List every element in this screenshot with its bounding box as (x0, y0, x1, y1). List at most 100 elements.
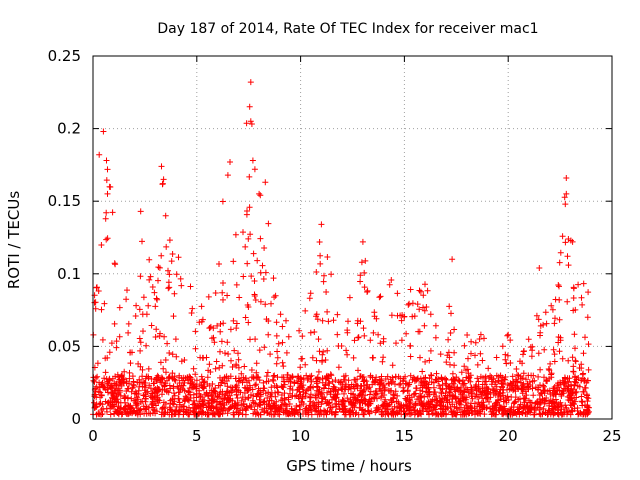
data-point (104, 190, 111, 197)
data-point (388, 397, 394, 404)
data-point (233, 325, 240, 332)
data-point (224, 292, 231, 299)
data-point (521, 404, 528, 411)
data-point (579, 399, 586, 405)
data-point (145, 365, 152, 372)
data-point (169, 251, 176, 257)
data-point (461, 363, 468, 370)
data-point (233, 320, 240, 327)
data-point (317, 252, 324, 259)
data-point (283, 403, 290, 410)
data-point (541, 346, 548, 353)
data-point (288, 406, 295, 412)
data-point (351, 337, 358, 344)
data-point (485, 375, 492, 382)
data-point (422, 358, 429, 365)
data-point (117, 392, 124, 399)
data-point (565, 378, 572, 385)
data-point (345, 318, 351, 325)
data-point (211, 339, 218, 346)
data-point (570, 363, 577, 370)
data-point (320, 348, 327, 355)
data-point (232, 375, 239, 382)
data-point (261, 344, 268, 351)
data-point (221, 402, 228, 408)
data-point (416, 287, 423, 294)
data-point (461, 342, 468, 349)
data-point (317, 391, 324, 398)
data-point (222, 392, 229, 399)
data-point (283, 407, 290, 414)
data-point (549, 306, 556, 313)
data-point (327, 388, 334, 395)
data-point (199, 396, 206, 403)
data-point (302, 307, 309, 314)
data-point (580, 350, 587, 357)
data-point (198, 373, 205, 380)
data-point (334, 311, 341, 318)
data-point (502, 356, 509, 363)
data-point (566, 375, 573, 382)
data-point (121, 368, 128, 375)
data-point (146, 256, 153, 263)
data-point (260, 399, 267, 406)
x-tick-label: 15 (395, 427, 414, 445)
data-point (344, 351, 351, 358)
data-point (427, 347, 434, 354)
data-point (137, 339, 144, 346)
data-point (244, 385, 251, 392)
data-point (132, 313, 139, 319)
data-point (381, 392, 388, 398)
data-point (578, 361, 585, 368)
data-point (485, 365, 492, 372)
data-point (361, 284, 368, 291)
data-point (209, 391, 216, 398)
data-point (200, 384, 207, 391)
data-point (448, 409, 455, 416)
data-point (344, 329, 351, 336)
data-point (508, 394, 515, 400)
data-point (489, 386, 496, 392)
data-point (273, 332, 280, 339)
data-point (481, 335, 487, 342)
data-point (189, 384, 196, 391)
data-point (463, 367, 469, 374)
data-point (286, 374, 293, 381)
data-point (425, 386, 432, 392)
data-point (560, 388, 567, 395)
data-point (281, 390, 288, 397)
data-point (570, 284, 577, 291)
data-point (250, 250, 257, 257)
data-point (486, 398, 492, 405)
data-point (222, 350, 228, 357)
data-point (504, 393, 511, 400)
data-point (394, 290, 401, 297)
data-point (198, 303, 205, 310)
data-point (271, 372, 278, 379)
data-point (246, 103, 253, 110)
data-point (271, 294, 278, 301)
data-point (291, 411, 298, 418)
data-point (433, 377, 440, 383)
data-point (422, 281, 428, 288)
data-point (348, 390, 354, 397)
data-point (324, 389, 330, 396)
data-point (140, 328, 146, 335)
data-point (247, 404, 254, 410)
data-point (357, 272, 364, 279)
data-point (209, 403, 216, 410)
data-point (508, 406, 514, 413)
data-point (130, 378, 137, 385)
data-point (521, 399, 528, 406)
data-point (127, 403, 134, 410)
data-point (509, 411, 516, 418)
data-point (156, 264, 163, 271)
data-point (555, 282, 562, 288)
data-point (229, 384, 236, 391)
data-point (108, 382, 115, 389)
data-point (565, 357, 572, 364)
data-point (242, 314, 249, 321)
data-point (364, 287, 371, 294)
data-point (385, 387, 392, 394)
